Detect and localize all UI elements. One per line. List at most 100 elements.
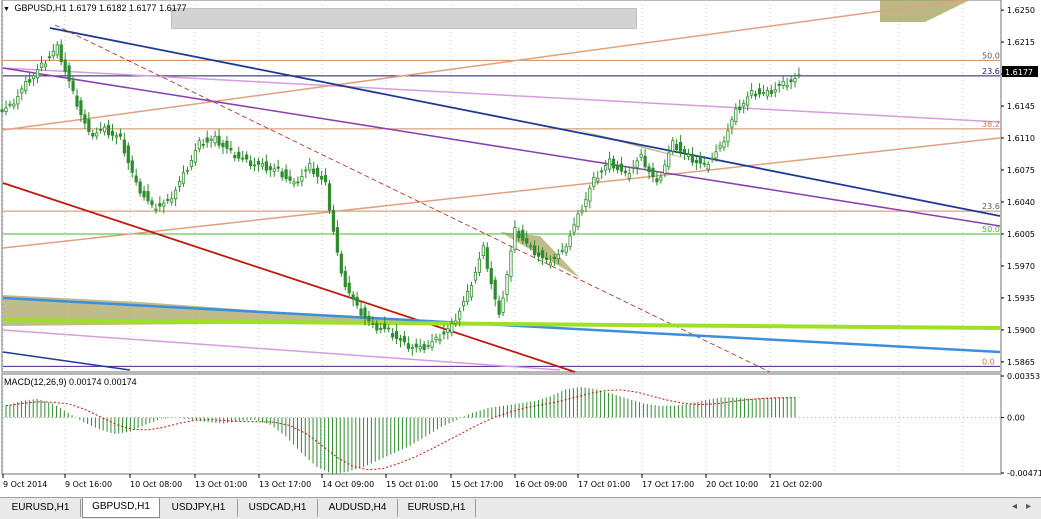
candle-body [473, 271, 478, 281]
trendline-pink-upper[interactable] [2, 67, 1001, 123]
tab-audusd-h4[interactable]: AUDUSD,H4 [318, 499, 398, 517]
candle-body [493, 279, 497, 300]
scroll-right-icon[interactable]: ▸ [1026, 501, 1032, 512]
candle-body [797, 74, 801, 77]
candle-body [446, 328, 450, 333]
candle-body [694, 160, 698, 164]
candle-body [769, 90, 773, 95]
candle-body [477, 258, 482, 273]
price-tick-label: 1.5970 [1007, 262, 1035, 271]
time-tick-label: 15 Oct 17:00 [451, 480, 503, 489]
candle-body [753, 93, 758, 97]
candle-body [391, 333, 395, 338]
candle-body [442, 331, 446, 335]
candle-body [351, 294, 355, 300]
macd-pane[interactable] [1, 373, 1002, 475]
candle-body [47, 56, 51, 59]
candle-body [536, 252, 541, 257]
candle-body [316, 167, 320, 177]
candle-body [327, 183, 332, 211]
candle-body [288, 176, 292, 181]
candle-body [505, 274, 509, 295]
candle-body [580, 209, 584, 213]
candle-body [726, 130, 730, 143]
candle-body [174, 189, 178, 200]
candle-body [596, 177, 600, 182]
chart-window[interactable]: 50.0 23.6 38.2 23.6 50.0 0.0 1.6250 1.6215 1.61… [0, 0, 1041, 497]
candle-body [150, 200, 154, 206]
trendlines[interactable] [2, 0, 1001, 373]
candle-body [781, 80, 785, 86]
candle-body [607, 158, 612, 170]
candle-body [398, 338, 403, 341]
chart-tab-bar: EURUSD,H1 GBPUSD,H1 USDJPY,H1 USDCAD,H1 … [0, 497, 1041, 519]
candle-body [331, 209, 336, 232]
tab-gbpusd-h1[interactable]: GBPUSD,H1 [82, 498, 160, 518]
trendline-navy[interactable] [49, 27, 1001, 217]
trendline-salmon-lower[interactable] [2, 137, 1001, 249]
candle-body [75, 95, 79, 107]
candle-body [248, 160, 253, 167]
time-tick-label: 21 Oct 02:00 [770, 480, 822, 489]
candle-body [43, 63, 48, 68]
candle-body [659, 176, 663, 181]
candle-body [714, 151, 718, 159]
chart-canvas[interactable]: 50.0 23.6 38.2 23.6 50.0 0.0 1.6250 1.6215 1.61… [0, 0, 1041, 497]
trendline-red-dashed[interactable] [54, 24, 771, 373]
candle-body [576, 213, 580, 228]
candle-body [130, 160, 134, 173]
time-tick-label: 15 Oct 01:00 [386, 480, 438, 489]
candle-body [394, 331, 399, 339]
trendline-purple[interactable] [2, 67, 1001, 227]
candle-body [556, 254, 560, 260]
candle-body [623, 170, 627, 174]
trendline-red[interactable] [2, 182, 576, 373]
price-tick-label: 1.6215 [1007, 38, 1035, 47]
candle-body [777, 83, 781, 86]
symbol-header: ▼ GBPUSD,H1 1.6179 1.6182 1.6177 1.6177 [3, 3, 187, 13]
scroll-left-icon[interactable]: ◂ [1012, 501, 1018, 512]
candle-body [647, 166, 651, 173]
candle-body [604, 165, 608, 171]
candle-body [533, 245, 537, 256]
candle-body [162, 202, 166, 207]
candle-body [16, 96, 20, 105]
candle-body [383, 323, 387, 330]
candle-body [359, 308, 363, 316]
tab-eurusd-h1[interactable]: EURUSD,H1 [1, 499, 81, 517]
candle-body [793, 78, 797, 83]
candle-body [181, 172, 186, 184]
candle-body [20, 88, 24, 94]
tab-usdcad-h1[interactable]: USDCAD,H1 [238, 499, 318, 517]
candle-body [256, 160, 261, 165]
fib-level-labels: 50.0 23.6 38.2 23.6 50.0 0.0 [982, 51, 1000, 366]
time-axis[interactable]: 9 Oct 2014 9 Oct 16:00 10 Oct 08:00 13 Oct … [2, 474, 822, 489]
candle-body [643, 155, 647, 168]
trendline-lime[interactable] [2, 318, 1001, 330]
candle-body [260, 163, 265, 167]
price-axis[interactable]: 1.62501.62151.61801.61451.61101.60751.60… [1001, 6, 1035, 367]
candle-body [170, 198, 174, 203]
candle-body [99, 128, 103, 131]
collapse-triangle-icon[interactable]: ▼ [3, 6, 10, 13]
candle-body [292, 181, 296, 185]
tab-usdjpy-h1[interactable]: USDJPY,H1 [160, 499, 238, 517]
trendline-salmon-upper[interactable] [2, 0, 1000, 131]
candle-body [702, 162, 706, 165]
trendline-navy-lower[interactable] [2, 351, 131, 371]
fib-label: 23.6 [982, 67, 1000, 76]
candle-body [686, 154, 691, 157]
candle-body [517, 230, 521, 239]
price-tick-label: 1.6250 [1007, 6, 1035, 15]
candle-body [410, 347, 414, 350]
tab-eurusd-h1-2[interactable]: EURUSD,H1 [398, 499, 476, 517]
trendline-pink-lower[interactable] [2, 329, 561, 371]
candle-body [757, 88, 762, 95]
price-candles [0, 39, 801, 356]
candle-body [197, 140, 201, 150]
candle-body [114, 135, 119, 138]
candle-body [509, 250, 513, 277]
candle-body [272, 168, 276, 172]
candle-body [584, 198, 588, 207]
current-price-label: 1.6177 [1005, 68, 1033, 77]
